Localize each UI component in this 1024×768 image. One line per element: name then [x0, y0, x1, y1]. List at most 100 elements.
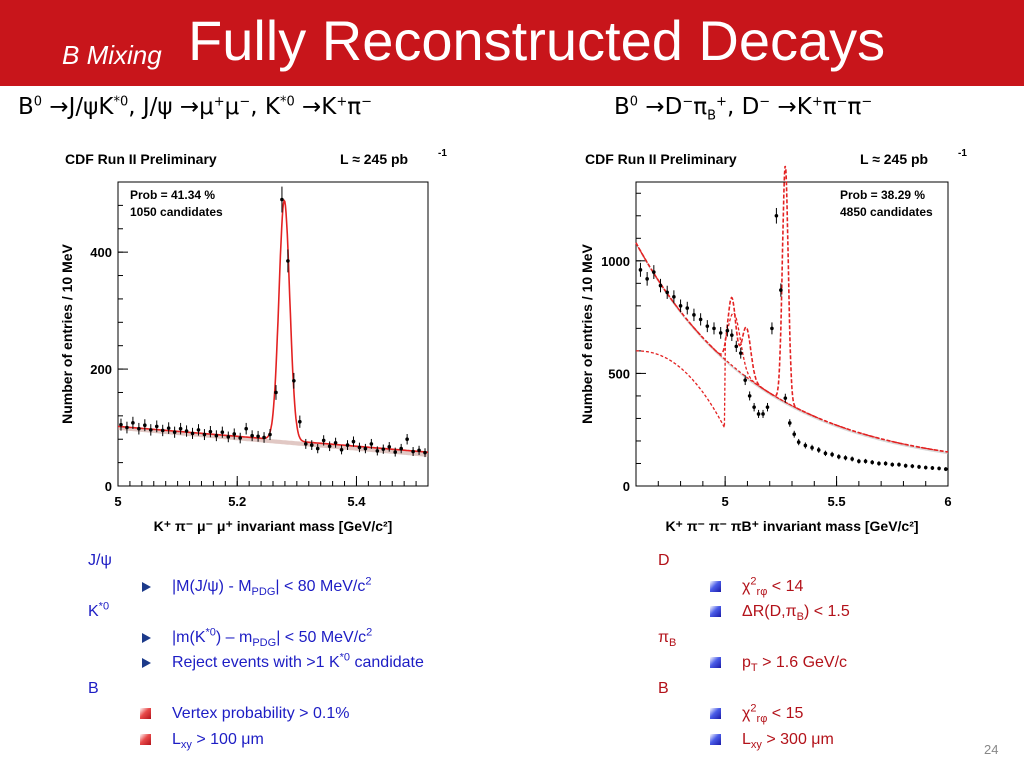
kstar-mass-cut: |m(K*0) – mPDG| < 50 MeV/c2 [88, 625, 424, 651]
cuts-list-right: D χ2rφ < 14 ΔR(D,πB) < 1.5 πB pT > 1.6 G… [658, 548, 850, 752]
data-point [725, 328, 730, 333]
data-point [321, 438, 326, 443]
data-point [658, 283, 663, 288]
page-number: 24 [984, 742, 999, 757]
data-point [214, 433, 219, 438]
data-point [752, 405, 756, 409]
square-bullet-icon [710, 580, 721, 592]
data-point [190, 431, 195, 436]
y-tick-label: 500 [608, 366, 630, 381]
y-axis-title: Number of entries / 10 MeV [59, 243, 75, 423]
fit-curve [635, 165, 949, 453]
plot-header-lumi: L ≈ 245 pb [340, 151, 408, 167]
data-point [783, 396, 788, 400]
square-bullet-icon [710, 606, 721, 617]
data-point [160, 428, 165, 433]
data-point [250, 433, 254, 438]
square-bullet-icon [710, 733, 721, 745]
data-point [363, 446, 368, 451]
data-point [166, 426, 171, 430]
data-point [943, 467, 948, 471]
cuts-list-left: J/ψ |M(J/ψ) - MPDG| < 80 MeV/c2 K*0 |m(K… [88, 548, 424, 752]
data-point [930, 466, 935, 470]
data-point [417, 448, 421, 453]
data-point [274, 390, 278, 395]
data-point [298, 419, 302, 424]
data-point [375, 449, 380, 453]
x-tick-label: 5 [722, 494, 729, 509]
jpsi-cut: |M(J/ψ) - MPDG| < 80 MeV/c2 [88, 574, 424, 600]
data-point [792, 432, 797, 437]
vertex-prob-cut: Vertex probability > 0.1% [88, 701, 424, 727]
data-point [119, 422, 123, 427]
data-point [803, 443, 808, 448]
x-axis-title: K⁺ π⁻ μ⁻ μ⁺ invariant mass [GeV/c²] [154, 518, 393, 534]
data-point [369, 442, 374, 446]
data-point [652, 270, 656, 274]
data-point [148, 428, 153, 432]
data-point [843, 456, 848, 460]
title-bar: B Mixing Fully Reconstructed Decays [0, 0, 1024, 86]
mass-plot-jpsi-kstar: CDF Run II Preliminary L ≈ 245 pb -1 Prob =… [59, 148, 447, 534]
data-point [756, 412, 761, 416]
data-point [665, 290, 669, 295]
slide-subtitle: B Mixing [62, 40, 162, 70]
data-point [770, 326, 774, 331]
pt-cut: pT > 1.6 GeV/c [658, 650, 850, 676]
data-point [923, 465, 928, 470]
data-point [262, 435, 266, 440]
d-heading: D [658, 552, 670, 569]
data-point [131, 421, 135, 425]
fit-component-curve [636, 312, 815, 428]
data-point [917, 465, 921, 469]
data-point [208, 429, 213, 434]
data-point [292, 378, 296, 383]
background-band [636, 242, 948, 455]
x-tick-label: 5.5 [828, 494, 846, 509]
data-point [184, 429, 189, 433]
data-point [823, 451, 828, 456]
b-heading-right: B [658, 679, 669, 697]
data-point [256, 434, 260, 439]
b-chi2-cut: χ2rφ < 15 [658, 701, 850, 727]
data-point [734, 344, 739, 349]
data-point [718, 331, 723, 335]
legend-candidates: 1050 candidates [130, 205, 223, 219]
kstar-heading: K*0 [88, 600, 110, 620]
data-point [863, 459, 868, 464]
y-tick-label: 0 [105, 479, 112, 494]
x-tick-label: 5.4 [347, 494, 366, 509]
data-point [877, 461, 881, 466]
x-tick-label: 6 [944, 494, 951, 509]
data-point [883, 461, 888, 466]
data-point [327, 444, 332, 449]
square-bullet-icon [140, 733, 151, 745]
data-point [850, 457, 854, 461]
y-tick-label: 1000 [601, 254, 630, 269]
data-point [423, 450, 427, 455]
data-point [411, 449, 415, 454]
data-point [154, 424, 159, 429]
data-point [226, 435, 231, 439]
data-point [172, 430, 177, 435]
plot-header-lumi-sup: -1 [958, 148, 967, 159]
data-point [712, 326, 716, 331]
data-point [738, 351, 743, 355]
triangle-bullet-icon [142, 658, 151, 668]
data-point [238, 436, 243, 440]
data-point [870, 460, 875, 465]
data-point [333, 440, 338, 445]
data-point [345, 443, 350, 447]
data-point [937, 466, 941, 471]
data-point [125, 425, 129, 430]
data-point [381, 447, 386, 451]
square-bullet-icon [710, 708, 721, 719]
data-point [143, 423, 147, 428]
y-tick-label: 0 [623, 479, 630, 494]
data-point [774, 213, 779, 218]
y-tick-label: 200 [90, 362, 112, 377]
data-point [202, 432, 207, 437]
jpsi-heading: J/ψ [88, 552, 112, 569]
d-chi2-cut: χ2rφ < 14 [658, 574, 850, 600]
data-point [747, 394, 752, 398]
